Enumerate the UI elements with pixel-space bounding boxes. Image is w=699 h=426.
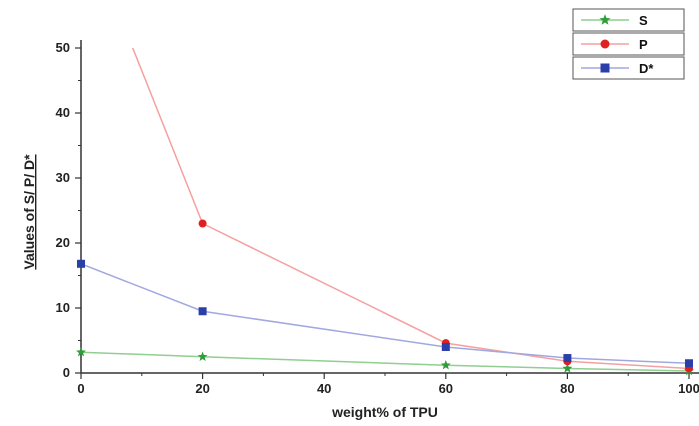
series-line [80, 351, 690, 372]
data-point [198, 307, 207, 316]
y-tick-label: 30 [56, 170, 70, 185]
y-tick-label: 40 [56, 105, 70, 120]
legend-item: P [572, 32, 685, 56]
axes: 0 20 40 60 80 100 0 10 20 30 40 50 [56, 40, 699, 396]
data-point [685, 359, 693, 368]
legend-marker [599, 14, 611, 25]
data-point [198, 219, 207, 228]
data-point [76, 347, 86, 357]
y-axis-title: Values of S/ P/ D* [21, 154, 37, 270]
x-tick-label: 20 [195, 381, 209, 396]
y-tick-label: 20 [56, 235, 70, 250]
x-tick-label: 80 [560, 381, 574, 396]
x-tick-label: 0 [77, 381, 84, 396]
x-tick-label: 60 [439, 381, 453, 396]
x-axis-title: weight% of TPU [331, 404, 438, 420]
legend: SP D* [572, 8, 685, 80]
data-point [197, 351, 208, 361]
data-point [563, 354, 572, 363]
data-point [440, 360, 451, 370]
data-point [77, 259, 85, 268]
series-s [76, 347, 694, 376]
y-tick-label: 50 [56, 40, 70, 55]
legend-label: D* [639, 61, 654, 76]
y-tick-label: 0 [63, 365, 70, 380]
x-tick-label: 40 [317, 381, 331, 396]
legend-item: S [572, 8, 685, 32]
series-dstar [77, 259, 693, 368]
data-point [441, 343, 450, 351]
legend-label: S [639, 13, 648, 28]
legend-marker [600, 39, 610, 49]
series-layer [76, 48, 694, 376]
legend-label: P [639, 37, 648, 52]
series-p [131, 48, 693, 373]
legend-item: D* [572, 56, 685, 80]
legend-marker [600, 63, 610, 73]
data-point [562, 363, 573, 373]
y-tick-label: 10 [56, 300, 70, 315]
x-tick-label: 100 [678, 381, 699, 396]
